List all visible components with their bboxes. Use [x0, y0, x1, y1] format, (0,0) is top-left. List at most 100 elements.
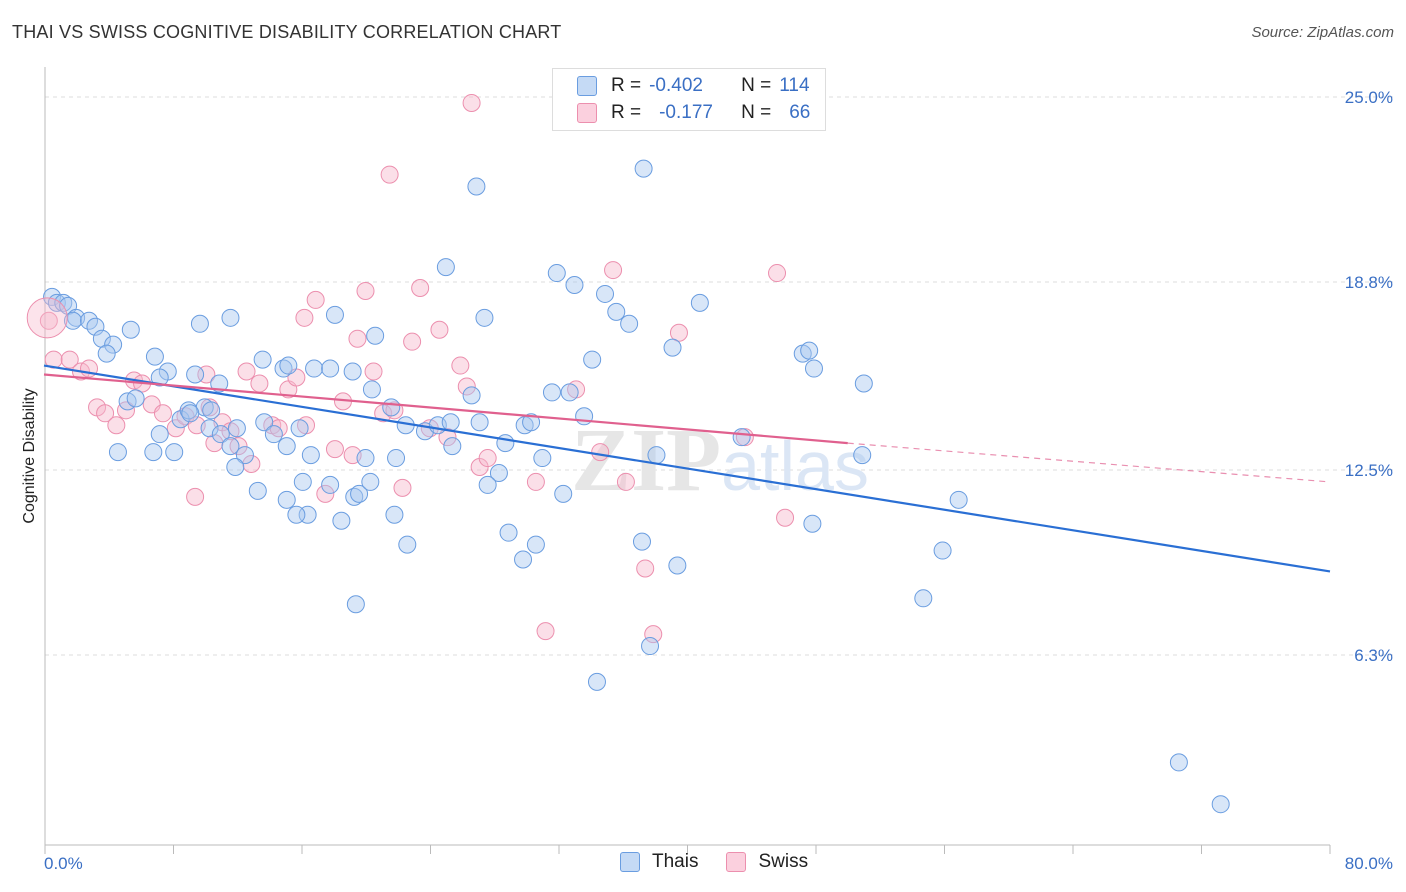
swiss-point	[166, 419, 185, 438]
swiss-point	[457, 377, 476, 396]
legend-row-swiss: R = -0.177 N = 66	[577, 101, 810, 125]
correlation-legend: R = -0.402 N = 114 R = -0.177 N = 66	[552, 68, 826, 131]
thais-point	[221, 308, 240, 327]
thais-point	[190, 314, 209, 333]
thais-point	[499, 523, 518, 542]
thais-point	[86, 317, 105, 336]
series-legend-thais: Thais	[620, 851, 698, 873]
thais-point	[522, 413, 541, 432]
thais-point	[210, 374, 229, 393]
swiss-point	[107, 416, 126, 435]
thais-point	[387, 449, 406, 468]
y-tick-label: 12.5%	[1345, 461, 1393, 480]
swiss-trend-line	[43, 373, 848, 445]
thais-point	[361, 472, 380, 491]
thais-point	[475, 308, 494, 327]
thais-point	[514, 550, 533, 569]
thais-point	[264, 425, 283, 444]
thais-point	[345, 487, 364, 506]
swiss-point	[430, 320, 449, 339]
thais-point	[607, 302, 626, 321]
thais-point	[804, 359, 823, 378]
thais-point	[325, 305, 344, 324]
thais-point	[366, 326, 385, 345]
swiss-point	[604, 261, 623, 280]
thais-point	[121, 320, 140, 339]
thais-point	[186, 365, 205, 384]
chart-title: THAI VS SWISS COGNITIVE DISABILITY CORRE…	[12, 22, 562, 42]
swiss-point	[438, 428, 457, 447]
thais-point	[227, 419, 246, 438]
thais-point	[290, 419, 309, 438]
swiss-point	[776, 508, 795, 527]
thais-point	[108, 443, 127, 462]
thais-point	[211, 425, 230, 444]
thais-point	[356, 449, 375, 468]
thais-point	[443, 437, 462, 456]
swiss-point	[250, 374, 269, 393]
x-tick-label: 80.0%	[1345, 854, 1393, 873]
thais-point	[398, 535, 417, 554]
thais-point	[547, 264, 566, 283]
thais-point	[596, 284, 615, 303]
swiss-point	[462, 93, 481, 112]
swiss-point	[478, 449, 497, 468]
thais-point	[641, 637, 660, 656]
series-label-swiss: Swiss	[758, 851, 809, 872]
thais-point	[279, 356, 298, 375]
thais-point	[467, 177, 486, 196]
thais-point	[145, 347, 164, 366]
swiss-point	[26, 297, 68, 339]
thais-point	[542, 383, 561, 402]
thais-point	[668, 556, 687, 575]
swiss-point	[616, 472, 635, 491]
thais-point	[54, 293, 73, 312]
thais-point	[274, 359, 293, 378]
thais-point	[385, 505, 404, 524]
thais-trend-line	[43, 364, 1331, 573]
thais-point	[949, 490, 968, 509]
y-tick-label: 6.3%	[1354, 646, 1393, 665]
watermark: ZIPatlas	[571, 411, 869, 510]
thais-point	[248, 481, 267, 500]
thais-point	[150, 368, 169, 387]
swiss-point	[116, 401, 135, 420]
thais-point	[560, 383, 579, 402]
legend-n-value: 114	[779, 75, 810, 96]
thais-point	[235, 446, 254, 465]
thais-point	[478, 475, 497, 494]
swiss-point	[295, 308, 314, 327]
thais-point	[332, 511, 351, 530]
thais-point	[690, 293, 709, 312]
swiss-point	[411, 278, 430, 297]
thais-point	[436, 258, 455, 277]
thais-point	[489, 463, 508, 482]
thais-point	[150, 425, 169, 444]
thais-point	[533, 449, 552, 468]
swiss-point	[96, 404, 115, 423]
thais-point	[104, 335, 123, 354]
swiss-point	[380, 165, 399, 184]
thais-point	[255, 413, 274, 432]
thais-point	[441, 413, 460, 432]
series-legend: Thais Swiss	[620, 851, 836, 873]
y-axis-label: Cognitive Disability	[21, 388, 38, 523]
thais-point	[853, 446, 872, 465]
legend-n-value: 66	[789, 102, 811, 123]
thais-point	[663, 338, 682, 357]
thais-point	[803, 514, 822, 533]
legend-swatch-swiss	[577, 103, 597, 123]
swiss-point	[39, 311, 58, 330]
thais-point	[732, 428, 751, 447]
legend-r-value: -0.177	[659, 102, 713, 123]
thais-point	[587, 672, 606, 691]
swiss-point	[644, 625, 663, 644]
series-swatch-thais	[620, 852, 640, 872]
swiss-point	[348, 329, 367, 348]
swiss-point	[356, 281, 375, 300]
thais-point	[583, 350, 602, 369]
legend-r-value: -0.402	[649, 75, 703, 96]
thais-point	[470, 413, 489, 432]
thais-point	[221, 437, 240, 456]
thais-point	[277, 490, 296, 509]
